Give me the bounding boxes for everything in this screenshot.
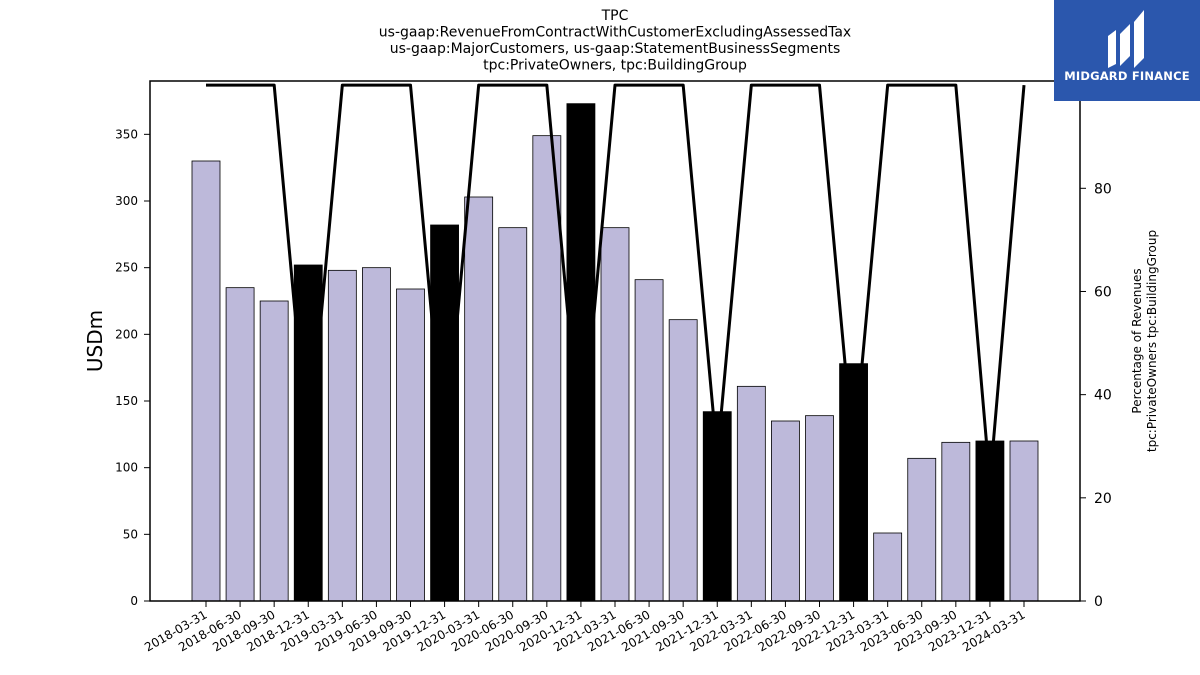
- bar: [907, 457, 937, 602]
- bar: [430, 224, 459, 602]
- bar: [941, 441, 971, 602]
- midgard-finance-logo: MIDGARD FINANCE: [1054, 0, 1200, 101]
- left-axis-label: USDm: [83, 310, 107, 372]
- bar: [464, 196, 494, 602]
- left-tick-label: 300: [115, 194, 138, 208]
- right-tick-label: 80: [1094, 181, 1112, 197]
- right-tick-label: 60: [1094, 284, 1112, 300]
- bar: [362, 267, 391, 602]
- chart-title: TPCus-gaap:RevenueFromContractWithCustom…: [379, 8, 851, 74]
- left-tick-label: 200: [115, 327, 138, 341]
- right-tick-label: 20: [1094, 491, 1112, 507]
- bar: [259, 300, 289, 602]
- right-axis-label: Percentage of Revenues tpc:PrivateOwners …: [1130, 230, 1159, 452]
- midgard-logo-icon: [1108, 10, 1144, 68]
- chart-title-line: us-gaap:MajorCustomers, us-gaap:Statemen…: [390, 41, 841, 57]
- bar: [600, 227, 630, 602]
- bar: [873, 532, 903, 602]
- bar: [498, 227, 528, 602]
- chart-title-line: tpc:PrivateOwners, tpc:BuildingGroup: [483, 58, 747, 74]
- percentage-line: [206, 83, 1026, 484]
- left-tick-label: 250: [115, 261, 138, 275]
- bar: [634, 279, 664, 602]
- left-tick-label: 350: [115, 127, 138, 141]
- bar: [532, 135, 562, 602]
- bar: [771, 420, 800, 602]
- bar: [805, 415, 834, 602]
- chart-title-line: TPC: [601, 8, 629, 24]
- bar: [668, 319, 698, 602]
- bar: [839, 363, 868, 602]
- left-tick-label: 0: [130, 594, 138, 608]
- right-axis-label-line: tpc:PrivateOwners tpc:BuildingGroup: [1145, 230, 1159, 452]
- left-tick-label: 50: [123, 527, 138, 541]
- right-axis-label-line: Percentage of Revenues: [1130, 268, 1144, 413]
- bar: [396, 288, 425, 602]
- bar: [191, 160, 221, 602]
- logo-text: MIDGARD FINANCE: [1064, 69, 1190, 83]
- bar: [1009, 440, 1039, 602]
- bar: [327, 269, 357, 602]
- right-axis-ticks: 020406080100: [1080, 78, 1121, 610]
- left-tick-label: 100: [115, 461, 138, 475]
- left-axis-ticks: 0 50 100 150 200 250 300 350: [115, 127, 150, 608]
- chart-title-line: us-gaap:RevenueFromContractWithCustomerE…: [379, 25, 851, 41]
- bar: [225, 287, 255, 602]
- bar: [736, 385, 766, 602]
- right-tick-label: 0: [1094, 594, 1103, 610]
- bar-series: [191, 103, 1039, 602]
- left-tick-label: 150: [115, 394, 138, 408]
- x-axis-ticks: 2018-03-312018-06-302018-09-302018-12-31…: [142, 601, 1028, 654]
- bar: [293, 264, 323, 602]
- right-tick-label: 40: [1094, 388, 1112, 404]
- percentage-line-series: [206, 83, 1026, 484]
- bar: [702, 411, 732, 602]
